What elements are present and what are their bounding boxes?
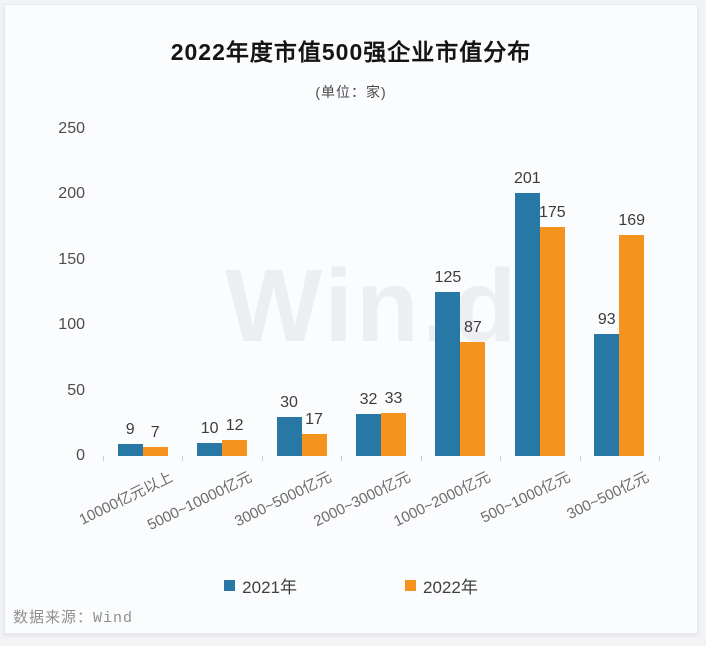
- y-axis-label: 150: [58, 250, 85, 268]
- y-axis-label: 250: [58, 120, 85, 137]
- y-axis-label: 0: [76, 447, 85, 464]
- bar-group: 32 33 2000~3000亿元: [311, 129, 413, 530]
- legend-label: 2021年: [242, 578, 297, 597]
- x-axis-tick: [420, 456, 422, 461]
- data-source: 数据来源：Wind: [13, 610, 134, 627]
- bar-2021年: 32: [355, 391, 381, 456]
- bar-value-label: 10: [200, 420, 219, 437]
- bar-value-label: 175: [538, 204, 566, 221]
- chart-subtitle: (单位：家): [315, 84, 387, 100]
- x-axis-tick: [103, 456, 104, 461]
- legend-item-2022年: 2022年: [405, 573, 478, 598]
- bar-value-label: 169: [618, 212, 646, 229]
- bar-group: 201 175 500~1000亿元: [478, 129, 573, 527]
- bar-groups: 9 7 10000亿元以上 10 12 5000~10000亿元 30 17 3000~5000…: [77, 129, 659, 534]
- x-axis-category-label: 300~500亿元: [564, 468, 653, 523]
- bar-group: 93 169 300~500亿元: [565, 129, 652, 523]
- x-axis-category-label: 500~1000亿元: [477, 468, 573, 527]
- y-axis-label: 200: [58, 185, 85, 203]
- y-axis-label: 100: [58, 316, 85, 334]
- x-axis-tick: [579, 456, 581, 461]
- y-axis: 0 50 100 150 200 250: [5, 120, 99, 464]
- chart-card: 2022年度市值500强企业市值分布 (单位：家) 0 50 100 150 200 25…: [4, 4, 698, 634]
- bar-2021年: 9: [117, 421, 143, 456]
- plot-area: Win.d 9 7 10000亿元以上 10 12 5000~10000亿元 30 17 300…: [77, 129, 660, 534]
- x-axis-tick: [500, 456, 502, 461]
- x-axis-tick: [341, 456, 343, 461]
- bar-value-label: 201: [513, 170, 541, 187]
- bar-value-label: 32: [359, 391, 378, 408]
- x-axis-tick: [659, 456, 660, 461]
- bar-value-label: 87: [463, 319, 482, 336]
- x-axis-tick: [261, 456, 263, 461]
- bar-2022年: 87: [460, 319, 486, 456]
- bar-group: 125 87 1000~2000亿元: [391, 129, 493, 530]
- legend-label: 2022年: [423, 578, 478, 597]
- bar-group: 10 12 5000~10000亿元: [145, 129, 255, 534]
- bar-2022年: 175: [539, 204, 566, 456]
- bar-2022年: 33: [380, 390, 406, 456]
- legend-swatch-icon: [405, 580, 416, 591]
- legend-item-2021年: 2021年: [224, 573, 297, 598]
- bar-2022年: 12: [222, 417, 248, 456]
- bar-2021年: 93: [594, 311, 620, 456]
- bar-value-label: 7: [150, 424, 160, 441]
- bar-value-label: 17: [305, 411, 323, 428]
- bar-2021年: 30: [276, 394, 302, 456]
- bar-value-label: 93: [597, 311, 616, 328]
- bar-2021年: 125: [435, 269, 461, 456]
- legend-swatch-icon: [224, 580, 236, 591]
- legend: 2021年 2022年: [5, 573, 697, 598]
- y-axis-label: 50: [67, 381, 85, 399]
- bar-value-label: 125: [434, 269, 462, 286]
- chart-title: 2022年度市值500强企业市值分布: [170, 39, 532, 65]
- bar-2021年: 201: [514, 170, 541, 456]
- bar-group: 9 7 10000亿元以上: [77, 129, 176, 529]
- bar-group: 30 17 3000~5000亿元: [232, 129, 334, 530]
- bar-2022年: 17: [301, 411, 327, 456]
- bar-value-label: 33: [384, 390, 403, 407]
- bar-2021年: 10: [197, 420, 223, 456]
- x-axis-tick: [182, 456, 184, 461]
- bar-value-label: 30: [280, 394, 298, 411]
- bar-value-label: 9: [125, 421, 135, 438]
- bar-2022年: 7: [142, 424, 168, 456]
- bar-value-label: 12: [225, 417, 244, 434]
- bar-2022年: 169: [618, 212, 645, 456]
